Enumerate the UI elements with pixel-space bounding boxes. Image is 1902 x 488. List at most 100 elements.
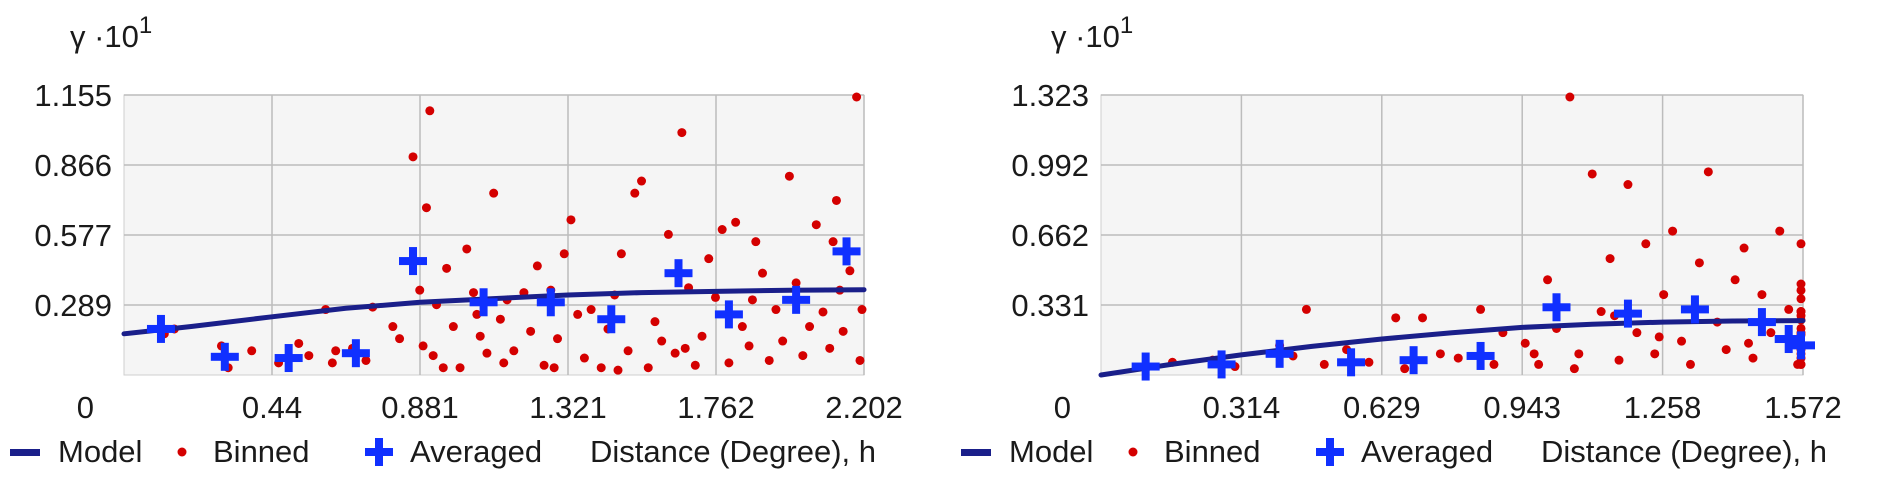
averaged-cross-v <box>1141 352 1150 381</box>
binned-point <box>1654 332 1664 342</box>
binned-point <box>1614 355 1624 365</box>
averaged-point <box>1787 331 1815 360</box>
binned-point <box>361 355 371 365</box>
averaged-point <box>832 237 861 266</box>
binned-point <box>573 309 583 319</box>
averaged-point <box>1265 339 1294 368</box>
averaged-cross-v <box>1623 299 1632 328</box>
binned-point <box>690 360 700 370</box>
binned-point <box>663 229 673 239</box>
x-tick-label: 0 <box>1054 390 1071 425</box>
averaged-cross-v <box>1757 308 1766 337</box>
legend-model-swatch <box>10 449 40 456</box>
binned-point <box>1596 307 1606 317</box>
binned-point <box>1623 180 1633 190</box>
binned-point <box>579 353 589 363</box>
binned-point <box>1796 323 1806 333</box>
binned-point <box>771 305 781 315</box>
binned-point <box>630 188 640 198</box>
binned-point <box>489 188 499 198</box>
binned-point <box>421 203 431 213</box>
binned-point <box>294 338 304 348</box>
binned-point <box>442 263 452 273</box>
binned-point <box>855 355 865 365</box>
binned-point <box>1685 359 1695 369</box>
binned-point <box>831 195 841 205</box>
binned-point <box>717 225 727 235</box>
binned-point <box>428 351 438 361</box>
legend-binned-swatch <box>177 447 187 457</box>
chart-panel-2: γ ·101 1.323 0.992 0.662 0.331 0 0.314 0.629 0.9… <box>951 0 1902 488</box>
y-tick-label: 0.331 <box>1011 288 1089 323</box>
averaged-point <box>597 305 626 334</box>
y-tick-label: 1.155 <box>34 78 112 113</box>
binned-point <box>475 331 485 341</box>
binned-point <box>418 341 428 351</box>
binned-point <box>798 351 808 361</box>
averaged-cross-v <box>724 300 733 329</box>
binned-point <box>1730 275 1740 285</box>
averaged-cross-v <box>479 288 488 317</box>
binned-point <box>1796 285 1806 295</box>
binned-point <box>472 309 482 319</box>
x-tick-label: 1.762 <box>677 390 755 425</box>
averaged-point <box>1774 325 1803 354</box>
averaged-cross-v <box>546 288 555 317</box>
averaged-point <box>469 288 498 317</box>
chart-panel-1: γ ·101 1.155 0.866 0.577 0.289 0 0.44 0.881 1.32… <box>10 12 903 469</box>
binned-point <box>1476 304 1486 314</box>
binned-point <box>566 215 576 225</box>
binned-point <box>670 348 680 358</box>
x-tick-label: 1.321 <box>529 390 607 425</box>
binned-point <box>448 322 458 332</box>
x-axis-label: Distance (Degree), h <box>1541 434 1827 469</box>
binned-point <box>415 285 425 295</box>
binned-point <box>744 341 754 351</box>
binned-point <box>643 363 653 373</box>
x-tick-label: 0.314 <box>1203 390 1281 425</box>
binned-point <box>818 307 828 317</box>
binned-point <box>1418 313 1428 323</box>
x-axis-label: Distance (Degree), h <box>590 434 876 469</box>
averaged-cross-v <box>409 247 418 276</box>
binned-point <box>1543 275 1553 285</box>
x-tick-label: 0.44 <box>242 390 302 425</box>
binned-point <box>731 217 741 227</box>
averaged-point <box>146 314 175 343</box>
legend-averaged-cross-v <box>375 438 383 466</box>
binned-point <box>247 346 257 356</box>
averaged-point <box>1207 350 1236 379</box>
binned-point <box>828 237 838 247</box>
binned-point <box>616 249 626 259</box>
legend-averaged-swatch <box>365 438 393 466</box>
binned-point <box>559 249 569 259</box>
x-tick-label: 0.943 <box>1483 390 1561 425</box>
averaged-point <box>399 247 428 276</box>
binned-point <box>1775 226 1785 236</box>
binned-point <box>1529 349 1539 359</box>
legend-averaged-label: Averaged <box>410 434 542 469</box>
y-axis-label: γ ·101 <box>1051 12 1133 54</box>
binned-point <box>1703 167 1713 177</box>
binned-point <box>1435 349 1445 359</box>
averaged-point <box>714 300 743 329</box>
legend-averaged-swatch <box>1316 438 1344 466</box>
binned-point <box>697 331 707 341</box>
binned-point <box>1632 328 1642 338</box>
binned-point <box>586 305 596 315</box>
averaged-cross-v <box>156 314 165 343</box>
averaged-point <box>1131 352 1160 381</box>
averaged-point <box>1613 299 1642 328</box>
binned-point <box>425 106 435 116</box>
averaged-cross-v <box>842 237 851 266</box>
binned-point <box>1605 254 1615 264</box>
legend-binned-label: Binned <box>1164 434 1261 469</box>
y-tick-label: 0.866 <box>34 148 112 183</box>
binned-point <box>704 254 714 264</box>
binned-point <box>495 314 505 324</box>
binned-point <box>1694 258 1704 268</box>
binned-point <box>1569 364 1579 374</box>
y-tick-label: 1.323 <box>1011 78 1089 113</box>
binned-point <box>852 92 862 102</box>
binned-point <box>751 237 761 247</box>
